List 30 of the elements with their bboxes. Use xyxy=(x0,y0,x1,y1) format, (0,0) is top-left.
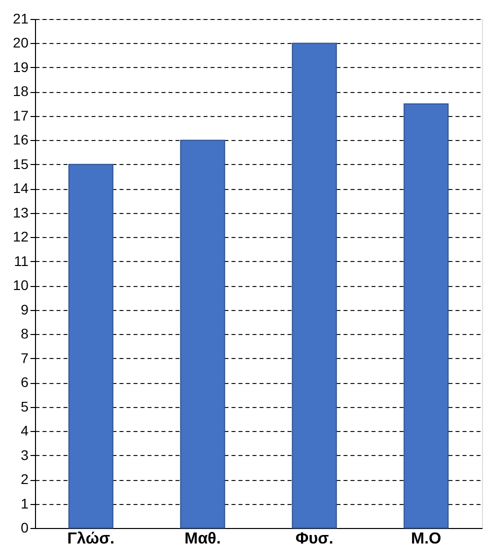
y-tick-label: 20 xyxy=(12,34,29,51)
x-tick-label: Γλώσ. xyxy=(67,530,114,548)
bar xyxy=(68,164,114,528)
y-tick-label: 16 xyxy=(12,132,29,148)
y-tick-label: 6 xyxy=(20,374,29,390)
bar xyxy=(180,140,226,528)
y-tick-label: 4 xyxy=(20,422,29,439)
y-tick-label: 3 xyxy=(20,446,29,463)
y-tick-label: 13 xyxy=(12,204,29,220)
y-tick-label: 14 xyxy=(12,180,29,196)
bar xyxy=(404,103,449,528)
y-tick-label: 0 xyxy=(20,520,29,536)
y-tick-label: 19 xyxy=(12,58,29,75)
y-tick-label: 15 xyxy=(12,156,29,172)
y-tick-label: 18 xyxy=(12,83,29,100)
y-tick-label: 11 xyxy=(14,252,29,269)
y-tick-label: 12 xyxy=(12,228,29,245)
x-tick-label: Μαθ. xyxy=(184,530,221,548)
y-tick-label: 2 xyxy=(20,471,29,488)
bar xyxy=(292,42,337,528)
x-tick-label: Φυσ. xyxy=(295,530,334,548)
y-tick-label: 10 xyxy=(12,277,29,294)
x-tick-label: Μ.Ο xyxy=(411,530,442,548)
y-tick-label: 8 xyxy=(20,326,29,342)
y-tick-label: 9 xyxy=(20,301,29,318)
y-tick-label: 5 xyxy=(20,398,29,414)
y-tick-label: 7 xyxy=(20,350,29,366)
y-tick-label: 1 xyxy=(20,495,29,512)
y-tick-label: 17 xyxy=(12,107,29,124)
y-tick-label: 21 xyxy=(12,10,29,26)
